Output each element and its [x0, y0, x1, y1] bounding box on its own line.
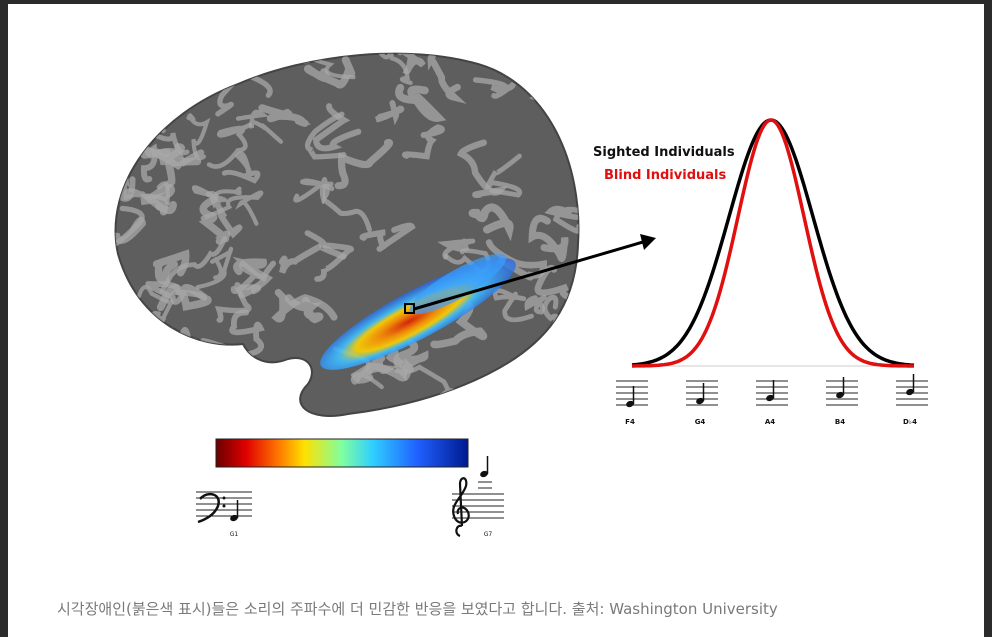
gyrus [582, 305, 641, 333]
legend-sighted: Sighted Individuals [593, 145, 735, 160]
legend-blind: Blind Individuals [604, 168, 726, 183]
treble-clef [453, 478, 469, 536]
note-label: F4 [625, 418, 635, 426]
colorbar [216, 439, 468, 467]
scale-end-label: G7 [484, 531, 493, 538]
gyrus [240, 14, 279, 69]
gyrus [148, 360, 192, 389]
page: Sighted Individuals Blind Individuals F4… [0, 0, 992, 637]
gyrus [539, 364, 569, 382]
arrowhead [640, 234, 656, 250]
gyrus [205, 393, 281, 410]
note-label: D♭4 [903, 418, 917, 426]
scale-end-label: G1 [230, 531, 239, 538]
article-frame: Sighted Individuals Blind Individuals F4… [8, 4, 984, 637]
gyrus [136, 333, 195, 361]
gyrus [108, 31, 152, 66]
note-label: G4 [695, 418, 706, 426]
gyrus [110, 116, 159, 133]
note-label: B4 [835, 418, 845, 426]
gyrus [121, 27, 154, 70]
gyrus [157, 377, 200, 405]
gyrus [89, 67, 139, 88]
gyrus [69, 84, 117, 119]
gyrus [538, 57, 563, 69]
clef-dot [223, 505, 226, 508]
gyrus [127, 21, 187, 68]
gyrus [157, 391, 198, 423]
gyrus [101, 404, 143, 452]
brain-image [69, 14, 641, 452]
clef-dot [223, 497, 226, 500]
figure: Sighted Individuals Blind Individuals F4… [8, 4, 984, 589]
gyrus [98, 61, 137, 88]
gyrus [584, 215, 628, 247]
gyrus [535, 387, 562, 405]
note-label: A4 [765, 418, 775, 426]
gyrus [206, 23, 219, 62]
caption: 시각장애인(붉은색 표시)들은 소리의 주파수에 더 민감한 반응을 보였다고 … [57, 598, 778, 619]
